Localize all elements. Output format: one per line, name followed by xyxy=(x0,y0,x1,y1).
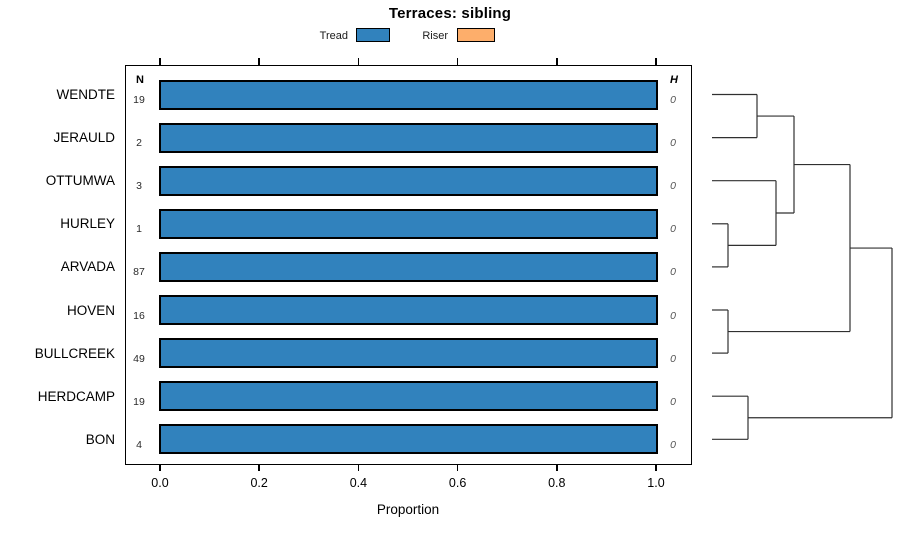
n-value-bon: 4 xyxy=(136,438,142,451)
row-label-hoven: HOVEN xyxy=(66,302,115,318)
row-label-bullcreek: BULLCREEK xyxy=(34,345,115,361)
n-value-hurley: 1 xyxy=(136,223,142,236)
h-column-header: H xyxy=(670,74,678,86)
x-tick-label: 0.2 xyxy=(250,476,268,490)
x-tick-top xyxy=(556,58,558,65)
bar-tread-hoven xyxy=(158,295,658,325)
x-tick-top xyxy=(655,58,657,65)
row-label-arvada: ARVADA xyxy=(60,259,115,275)
n-value-ottumwa: 3 xyxy=(136,180,142,193)
dendrogram xyxy=(712,93,893,440)
x-tick-top xyxy=(258,58,260,65)
legend-label-tread: Tread xyxy=(319,30,348,42)
legend-swatch-tread xyxy=(356,28,390,42)
x-tick-label: 0.6 xyxy=(448,476,467,490)
legend-swatch-riser xyxy=(457,28,495,42)
x-tick-bottom xyxy=(357,464,360,471)
h-value-arvada: 0 xyxy=(670,266,676,279)
x-tick-bottom xyxy=(456,464,459,471)
bar-tread-wendte xyxy=(158,79,658,110)
bar-tread-hurley xyxy=(158,208,658,239)
x-tick-top xyxy=(159,58,161,65)
legend-label-riser: Riser xyxy=(422,30,448,42)
x-tick-bottom xyxy=(556,464,558,471)
h-value-bullcreek: 0 xyxy=(670,352,676,365)
h-value-jerauld: 0 xyxy=(670,137,676,150)
n-value-wendte: 19 xyxy=(133,94,145,106)
h-value-herdcamp: 0 xyxy=(670,395,676,408)
h-value-hurley: 0 xyxy=(670,223,676,236)
bar-tread-herdcamp xyxy=(158,381,658,412)
bar-tread-bullcreek xyxy=(158,338,658,369)
x-tick-label: 0.4 xyxy=(349,476,368,490)
row-label-jerauld: JERAULD xyxy=(53,130,115,146)
n-value-herdcamp: 19 xyxy=(133,395,145,408)
x-tick-top xyxy=(357,58,360,65)
row-label-hurley: HURLEY xyxy=(60,216,115,232)
row-label-ottumwa: OTTUMWA xyxy=(45,173,115,189)
x-tick-label: 0.0 xyxy=(151,476,169,490)
bar-tread-bon xyxy=(158,424,658,455)
n-value-bullcreek: 49 xyxy=(133,352,145,365)
row-label-herdcamp: HERDCAMP xyxy=(37,388,115,404)
h-value-hoven: 0 xyxy=(670,309,676,322)
row-label-wendte: WENDTE xyxy=(56,87,116,102)
h-value-bon: 0 xyxy=(670,438,676,451)
n-column-header: N xyxy=(136,74,144,86)
n-value-jerauld: 2 xyxy=(136,137,142,150)
h-value-ottumwa: 0 xyxy=(670,180,676,193)
x-tick-top xyxy=(456,58,459,65)
x-tick-label: 0.8 xyxy=(548,476,566,490)
x-tick-bottom xyxy=(655,464,657,471)
x-tick-bottom xyxy=(258,464,260,471)
bar-tread-arvada xyxy=(158,251,658,282)
x-axis-title: Proportion xyxy=(376,502,440,517)
chart-title: Terraces: sibling xyxy=(388,5,512,22)
row-label-bon: BON xyxy=(85,431,115,447)
n-value-arvada: 87 xyxy=(133,266,145,279)
n-value-hoven: 16 xyxy=(133,309,145,322)
bar-tread-ottumwa xyxy=(158,165,658,196)
x-tick-bottom xyxy=(159,464,161,471)
x-tick-label: 1.0 xyxy=(647,476,665,490)
bar-tread-jerauld xyxy=(158,122,658,153)
h-value-wendte: 0 xyxy=(670,94,676,106)
